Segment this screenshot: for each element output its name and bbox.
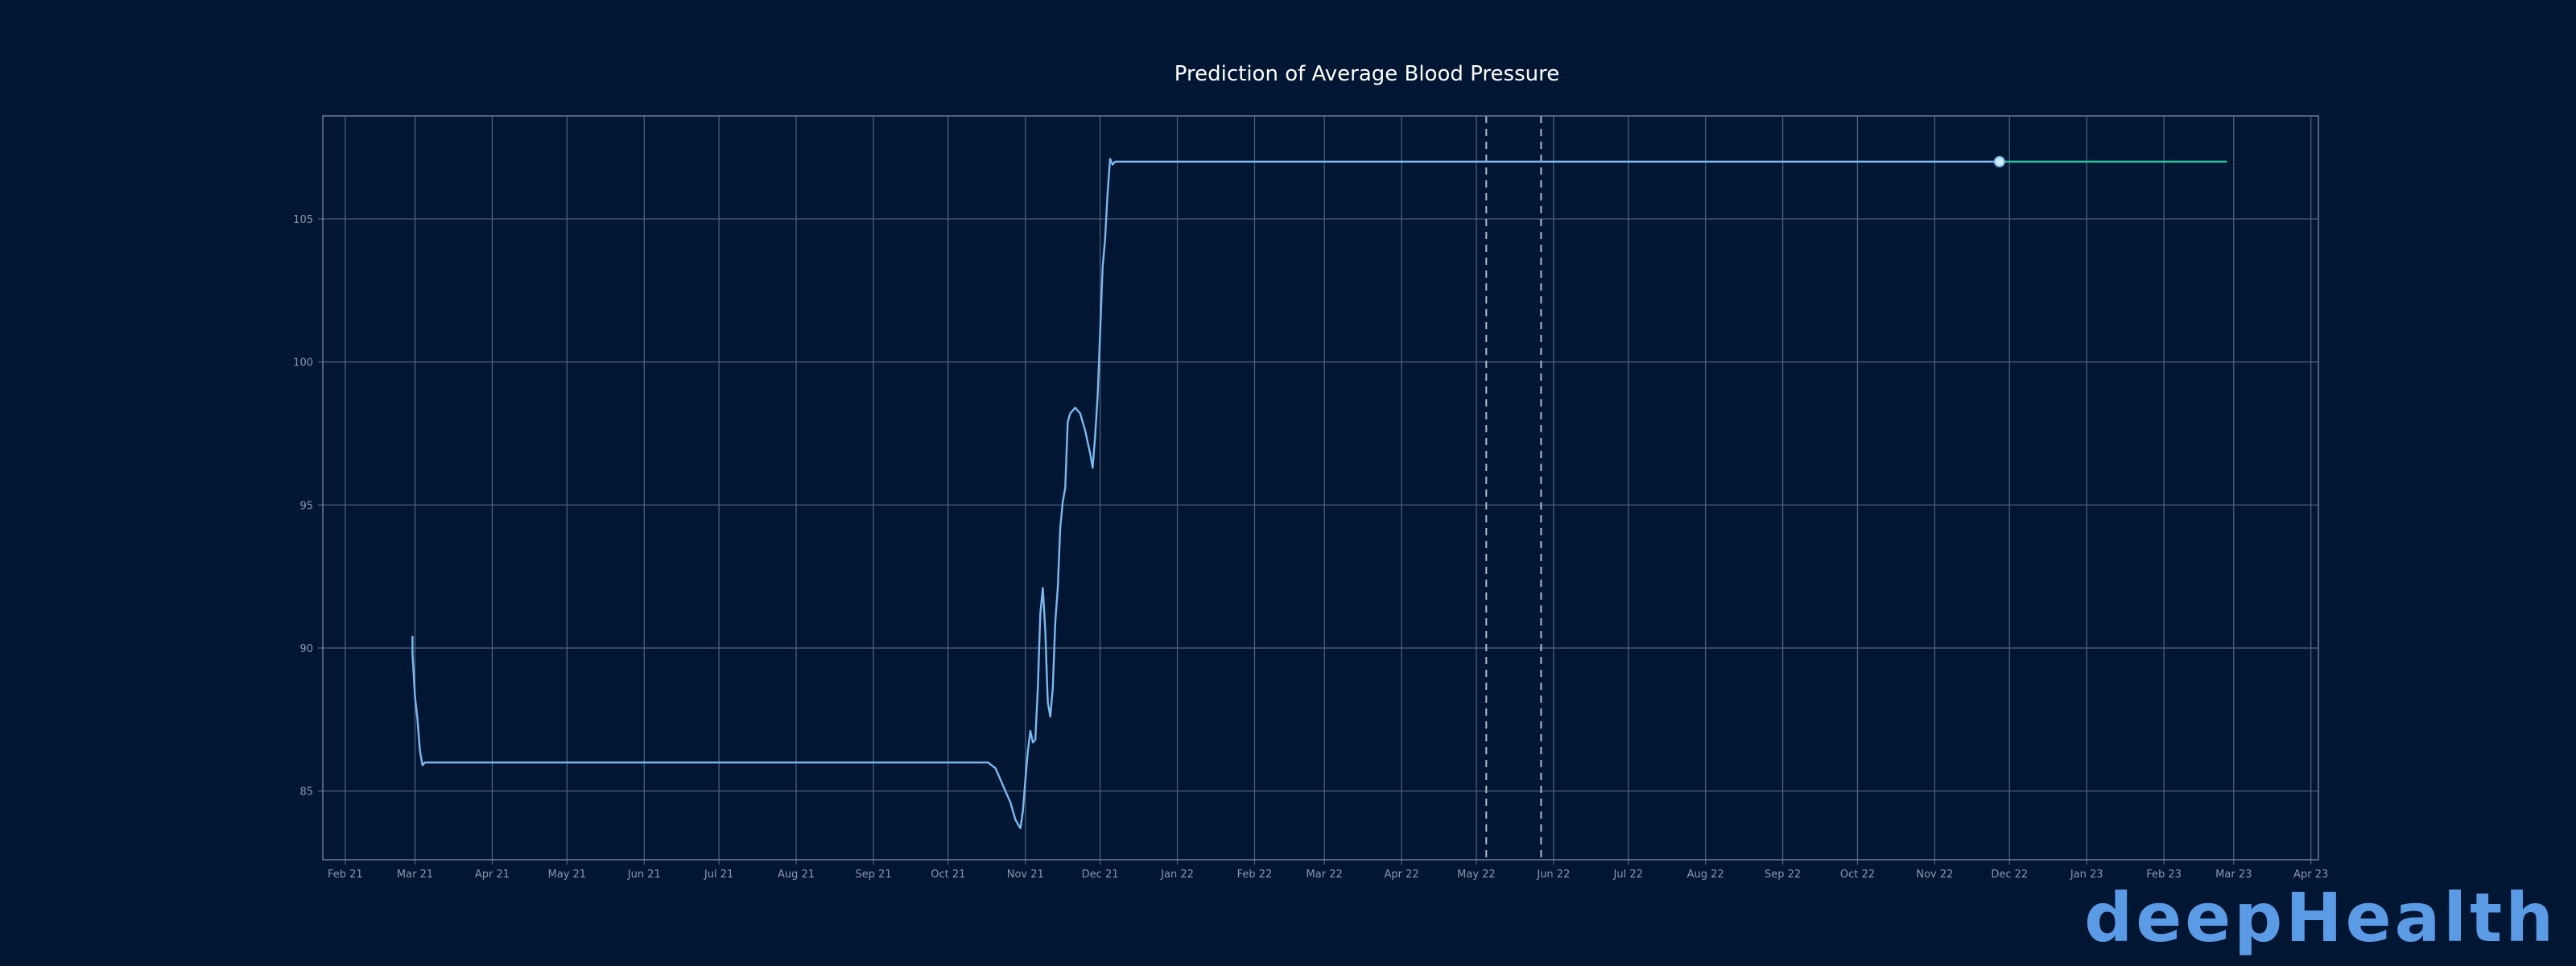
x-gridlines <box>345 116 2312 865</box>
y-tick-label: 85 <box>299 786 313 799</box>
x-tick-label: Jul 22 <box>1613 869 1643 881</box>
plot-frame <box>322 115 2319 861</box>
y-tick-label: 105 <box>293 214 313 226</box>
x-tick-label: Nov 21 <box>1007 869 1044 881</box>
y-tick-label: 90 <box>299 643 313 655</box>
x-tick-label: May 22 <box>1457 869 1496 881</box>
x-tick-label: Feb 22 <box>1237 869 1273 881</box>
x-tick-label: Jan 23 <box>2070 869 2103 881</box>
brand-logo: deepHealth <box>2084 878 2557 957</box>
x-tick-label: Jun 22 <box>1536 869 1570 881</box>
x-tick-label: Aug 22 <box>1687 869 1724 881</box>
x-tick-label: Jan 22 <box>1160 869 1194 881</box>
y-tick-label: 95 <box>299 500 313 512</box>
x-tick-label: Mar 21 <box>397 869 433 881</box>
x-tick-label: Apr 21 <box>475 869 510 881</box>
x-tick-label: Oct 22 <box>1840 869 1875 881</box>
x-tick-label: Dec 22 <box>1991 869 2028 881</box>
x-tick-label: Apr 23 <box>2293 869 2328 881</box>
series-layer <box>411 155 2227 830</box>
current-value-marker <box>1993 155 2005 167</box>
x-tick-label: Oct 21 <box>931 869 965 881</box>
x-tick-label: Feb 21 <box>328 869 363 881</box>
y-tick-labels: 85 90 95 100 105 <box>293 214 313 799</box>
x-tick-label: Sep 21 <box>855 869 891 881</box>
x-tick-label: Mar 23 <box>2215 869 2252 881</box>
x-tick-labels: Feb 21 Mar 21 Apr 21 May 21 Jun 21 Jul 21 Aug … <box>328 869 2328 881</box>
reference-lines <box>1485 116 1542 860</box>
x-tick-label: May 21 <box>548 869 587 881</box>
x-tick-label: Sep 22 <box>1765 869 1801 881</box>
x-tick-label: Mar 22 <box>1307 869 1343 881</box>
x-tick-label: Feb 23 <box>2146 869 2182 881</box>
y-tick-label: 100 <box>293 357 313 369</box>
x-tick-label: Dec 21 <box>1082 869 1119 881</box>
x-tick-label: Apr 22 <box>1384 869 1418 881</box>
y-gridlines <box>318 218 2318 792</box>
x-tick-label: Aug 21 <box>778 869 815 881</box>
x-tick-label: Jun 21 <box>627 869 661 881</box>
chart-title: Prediction of Average Blood Pressure <box>1174 62 1559 86</box>
history-line <box>411 158 2001 830</box>
x-tick-label: Nov 22 <box>1916 869 1953 881</box>
x-tick-label: Jul 21 <box>704 869 733 881</box>
